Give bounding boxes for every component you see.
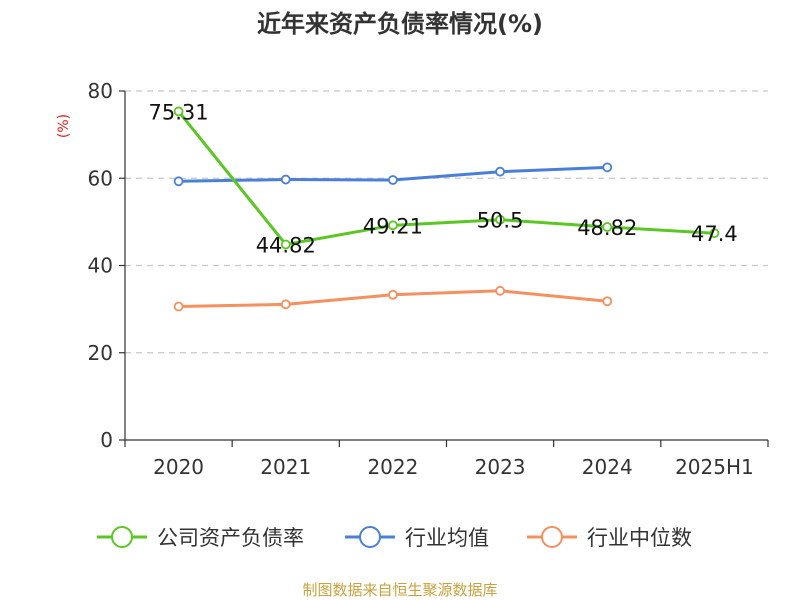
data-point: [709, 228, 720, 239]
chart-title: 近年来资产负债率情况(%): [257, 10, 543, 38]
data-point: [388, 289, 398, 300]
data-point: [280, 299, 291, 310]
data-point: [280, 174, 291, 185]
legend-label: 行业均值: [405, 526, 489, 550]
y-tick-label: 60: [88, 166, 113, 190]
data-label: 44.82: [256, 233, 316, 257]
y-tick-label: 0: [100, 428, 113, 452]
data-label: 50.5: [477, 209, 524, 233]
data-point: [173, 301, 184, 312]
legend-label: 行业中位数: [587, 526, 692, 550]
data-label: 75.31: [149, 100, 209, 124]
data-point: [388, 175, 398, 185]
x-tick-label: 2024: [582, 455, 633, 479]
y-axis-label: (%): [56, 114, 72, 138]
legend-marker: [541, 526, 563, 548]
data-source-footer: 制图数据来自恒生聚源数据库: [302, 581, 498, 599]
series-line: [177, 110, 715, 246]
x-tick-label: 2025H1: [675, 455, 754, 479]
legend-marker: [359, 526, 381, 548]
data-point: [173, 176, 184, 187]
x-tick-label: 2020: [153, 455, 204, 479]
y-tick-label: 20: [88, 341, 113, 365]
legend-marker: [111, 526, 133, 548]
data-label: 48.82: [577, 216, 637, 240]
data-point: [495, 166, 505, 177]
legend-label: 公司资产负债率: [157, 526, 304, 550]
data-point: [602, 162, 613, 173]
data-point: [280, 239, 291, 250]
data-point: [173, 106, 184, 117]
x-tick-label: 2023: [475, 455, 526, 479]
data-point: [602, 296, 613, 307]
y-tick-label: 40: [88, 254, 113, 278]
data-label: 49.21: [363, 214, 423, 238]
y-tick-label: 80: [88, 79, 113, 103]
data-point: [602, 222, 613, 232]
data-point: [495, 285, 505, 296]
data-point: [495, 214, 505, 225]
data-point: [388, 220, 398, 231]
x-tick-label: 2022: [367, 455, 418, 479]
data-label: 47.4: [691, 222, 738, 246]
x-tick-label: 2021: [260, 455, 311, 479]
